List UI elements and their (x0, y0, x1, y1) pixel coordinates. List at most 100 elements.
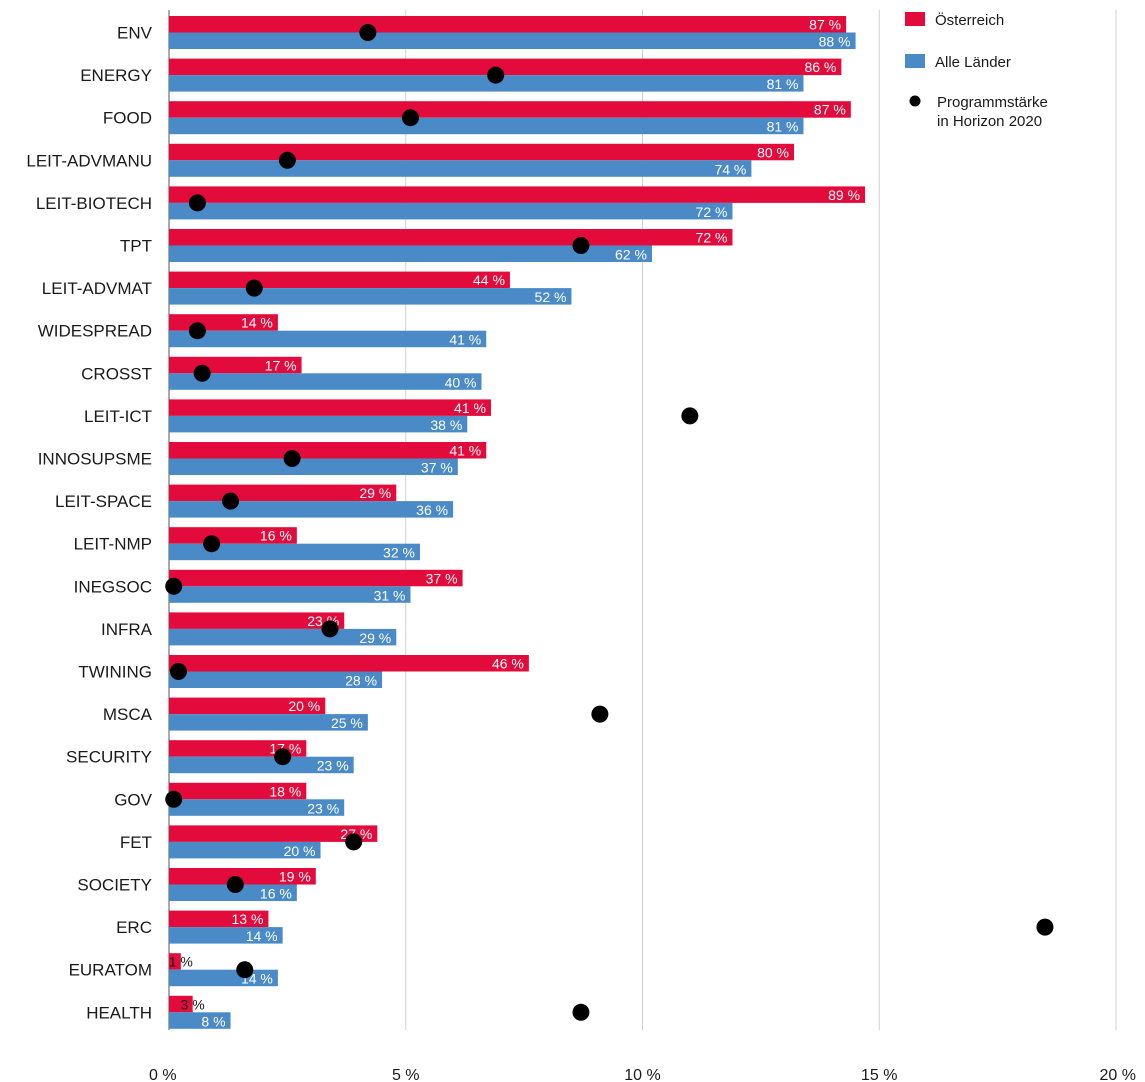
category-label: TPT (120, 237, 152, 256)
strength-dots (165, 24, 1054, 1021)
legend-label-programmstaerke: Programmstärke in Horizon 2020 (937, 94, 1048, 130)
bar-label-alle-laender: 72 % (696, 204, 728, 220)
strength-dot (245, 279, 263, 297)
bar-label-oesterreich: 80 % (757, 144, 789, 160)
strength-dot (222, 492, 240, 510)
category-label: LEIT-BIOTECH (36, 194, 152, 213)
legend-label-line: Programmstärke (937, 94, 1048, 111)
bar-oesterreich (169, 186, 866, 203)
category-label: INEGSOC (74, 577, 152, 596)
bar-alle-laender (169, 202, 733, 220)
strength-dot (226, 876, 244, 893)
strength-dot (283, 450, 301, 467)
bar-label-oesterreich: 17 % (265, 357, 297, 373)
legend-label-alle-laender: Alle Länder (935, 54, 1011, 71)
grid-lines (168, 10, 1117, 1030)
x-tick-label: 20 % (1100, 1067, 1136, 1082)
bar-label-oesterreich: 16 % (260, 528, 292, 544)
bar-oesterreich (169, 143, 795, 161)
category-label: LEIT-NMP (74, 535, 152, 554)
bar-alle-laender (169, 1012, 231, 1029)
legend-dot-programmstaerke (909, 95, 921, 107)
bar-oesterreich (169, 229, 733, 246)
category-label: ENV (117, 24, 153, 43)
bar-label-alle-laender: 52 % (535, 289, 567, 305)
bar-label-alle-laender: 62 % (615, 247, 647, 263)
bar-label-alle-laender: 23 % (307, 800, 339, 816)
strength-dot (203, 535, 221, 553)
bar-label-alle-laender: 81 % (767, 76, 799, 92)
category-label: INFRA (101, 620, 153, 639)
strength-dot (193, 364, 211, 382)
strength-dot (188, 322, 206, 340)
strength-dot (236, 961, 254, 979)
bar-oesterreich (169, 910, 269, 928)
x-tick-label: 15 % (861, 1067, 897, 1082)
strength-dot (487, 66, 505, 84)
bar-labels: 87 %88 %86 %81 %87 %81 %80 %74 %89 %72 %… (169, 17, 860, 1030)
strength-dot (1036, 918, 1054, 936)
bar-label-oesterreich: 14 % (241, 315, 273, 331)
strength-dot (359, 24, 377, 41)
bar-alle-laender (169, 75, 804, 92)
category-label: HEALTH (86, 1003, 152, 1022)
strength-dot (591, 705, 609, 723)
bar-label-oesterreich: 18 % (269, 783, 301, 799)
bar-alle-laender (169, 714, 368, 731)
category-label: WIDESPREAD (38, 322, 152, 341)
bar-label-alle-laender: 16 % (260, 886, 292, 902)
strength-dot (345, 833, 363, 851)
strength-dot (572, 237, 590, 254)
bar-label-oesterreich: 29 % (359, 485, 391, 501)
category-label: ENERGY (80, 66, 152, 85)
bar-label-alle-laender: 74 % (714, 161, 746, 177)
bar-label-oesterreich: 87 % (809, 17, 841, 33)
bar-label-alle-laender: 37 % (421, 460, 453, 476)
legend: Österreich Alle Länder Programmstärke in Ho… (905, 11, 1048, 130)
category-label: LEIT-ADVMAT (42, 279, 152, 298)
bar-oesterreich (169, 655, 529, 672)
bar-label-oesterreich: 37 % (426, 570, 458, 586)
bar-label-alle-laender: 81 % (767, 119, 799, 135)
strength-dot (572, 1003, 590, 1021)
bar-alle-laender (169, 841, 321, 859)
bar-oesterreich (169, 995, 193, 1013)
bar-alle-laender (169, 586, 411, 603)
category-label: LEIT-ADVMANU (26, 151, 152, 170)
bar-alle-laender (169, 884, 297, 901)
bar-label-oesterreich: 86 % (804, 59, 836, 75)
bar-oesterreich (169, 868, 316, 885)
bar-alle-laender (169, 288, 572, 305)
strength-dot (278, 151, 296, 169)
bar-oesterreich (169, 58, 842, 76)
bar-label-oesterreich: 1 % (169, 954, 193, 970)
bar-oesterreich (169, 101, 851, 118)
category-label: ERC (116, 918, 152, 937)
bar-alle-laender (169, 117, 804, 135)
x-tick-label: 10 % (624, 1067, 660, 1082)
bar-label-oesterreich: 46 % (492, 656, 524, 672)
bar-oesterreich (169, 442, 487, 459)
strength-dot (165, 577, 183, 595)
bar-label-alle-laender: 29 % (359, 630, 391, 646)
bar-label-alle-laender: 40 % (445, 374, 477, 390)
legend-label-line: in Horizon 2020 (937, 113, 1042, 130)
bar-label-alle-laender: 14 % (246, 928, 278, 944)
strength-dot (321, 620, 339, 638)
category-label: MSCA (103, 705, 153, 724)
bar-alle-laender (169, 245, 652, 262)
x-tick-labels: 0 % 5 % 10 % 15 % 20 % (149, 1067, 1136, 1082)
bar-label-oesterreich: 3 % (181, 996, 205, 1012)
category-label: LEIT-SPACE (55, 492, 152, 511)
bar-alle-laender (169, 160, 752, 177)
x-tick-label: 0 % (149, 1067, 177, 1082)
category-label: SOCIETY (77, 876, 152, 895)
bar-label-alle-laender: 41 % (449, 332, 481, 348)
bar-alle-laender (169, 756, 354, 774)
bar-alle-laender (169, 543, 420, 561)
bar-oesterreich (169, 825, 378, 842)
bar-label-oesterreich: 44 % (473, 272, 505, 288)
bar-oesterreich (169, 782, 307, 800)
bar-oesterreich (169, 697, 326, 715)
category-label: LEIT-ICT (84, 407, 152, 426)
